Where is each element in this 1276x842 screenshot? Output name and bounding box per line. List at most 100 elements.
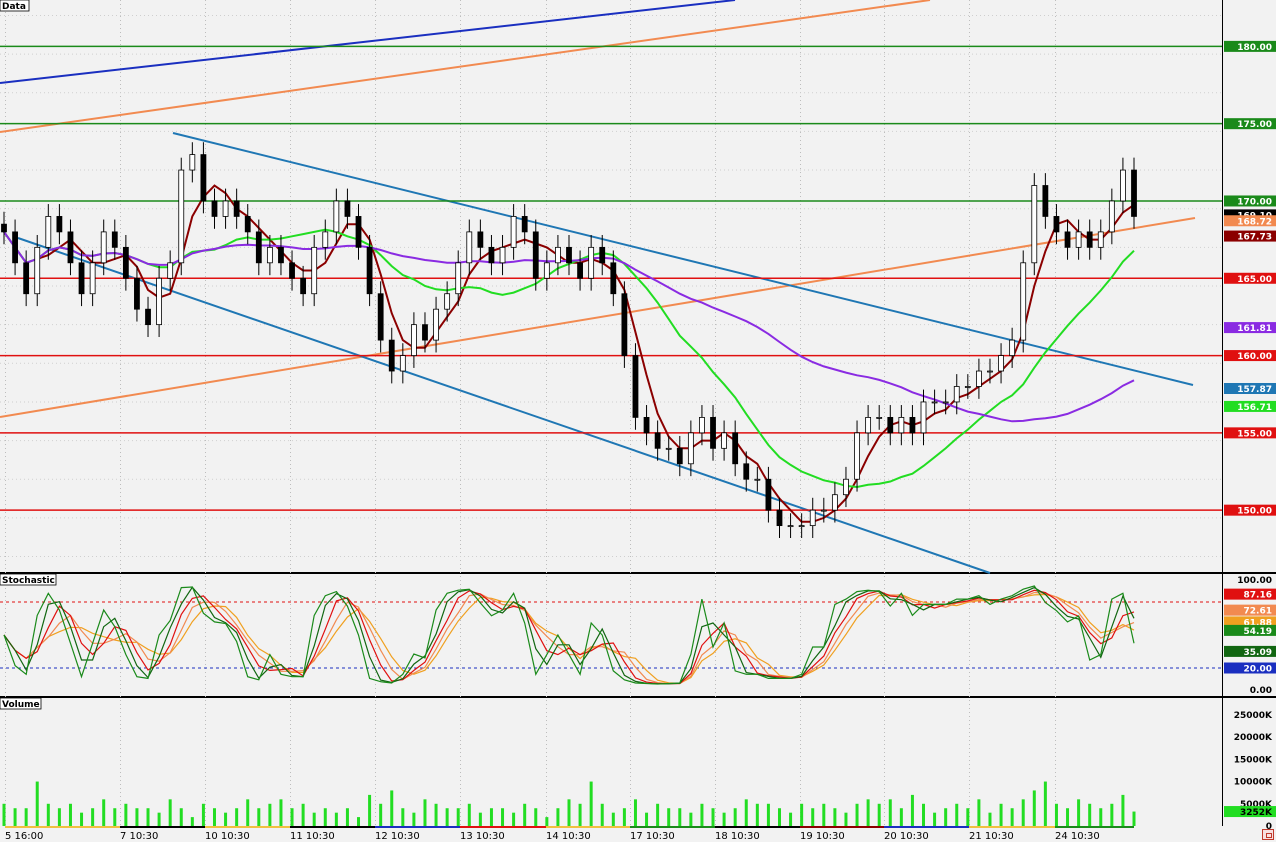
volume-bar bbox=[68, 803, 72, 826]
candle-body bbox=[244, 216, 251, 233]
value-tag-bg bbox=[1224, 400, 1276, 412]
volume-bar bbox=[157, 812, 161, 826]
price-level-tag: 180.00 bbox=[1237, 43, 1272, 53]
candle-body bbox=[1086, 231, 1093, 248]
candle-body bbox=[1020, 262, 1027, 341]
price-level-tag-bg bbox=[1224, 427, 1276, 439]
volume-tick: 10000K bbox=[1234, 778, 1273, 788]
volume-bar bbox=[922, 803, 926, 826]
value-tag-bg bbox=[1224, 215, 1276, 227]
volume-bar bbox=[401, 808, 405, 826]
candle-body bbox=[555, 246, 561, 264]
volume-bar bbox=[678, 808, 682, 826]
candle-body bbox=[654, 432, 661, 449]
candle-body bbox=[388, 339, 395, 372]
price-level-tag: 165.00 bbox=[1237, 275, 1272, 285]
price-level-tag: 160.00 bbox=[1237, 352, 1272, 362]
candle-body bbox=[45, 216, 52, 248]
volume-bar bbox=[423, 799, 427, 826]
candle-body bbox=[333, 200, 340, 233]
volume-bar bbox=[733, 808, 737, 826]
candle-body bbox=[510, 216, 517, 248]
candle-body bbox=[1120, 169, 1126, 202]
candle-body bbox=[189, 154, 196, 171]
volume-bar bbox=[578, 803, 582, 826]
time-label: 21 10:30 bbox=[969, 831, 1014, 842]
time-label: 7 10:30 bbox=[120, 831, 158, 842]
candle-body bbox=[278, 246, 284, 264]
candle-body bbox=[699, 417, 705, 434]
volume-bar bbox=[357, 817, 361, 826]
candle-body bbox=[987, 370, 993, 373]
price-level-tag: 170.00 bbox=[1237, 197, 1272, 207]
candle-body bbox=[266, 246, 273, 264]
value-tag: 156.71 bbox=[1237, 403, 1272, 413]
candle-body bbox=[67, 231, 74, 264]
candle-body bbox=[289, 262, 295, 279]
value-tag-bg bbox=[1224, 322, 1276, 334]
candle-body bbox=[89, 262, 96, 295]
maximize-icon[interactable] bbox=[1262, 829, 1274, 840]
volume-bar bbox=[977, 799, 981, 826]
volume-bar bbox=[1021, 799, 1025, 826]
volume-bar bbox=[102, 799, 106, 826]
time-label: 24 10:30 bbox=[1055, 831, 1100, 842]
volume-bar bbox=[190, 817, 194, 826]
candle-body bbox=[477, 231, 484, 248]
candle-body bbox=[145, 308, 151, 326]
volume-bar bbox=[955, 803, 959, 826]
candle-body bbox=[422, 324, 428, 341]
candle-body bbox=[78, 262, 85, 295]
volume-bar bbox=[379, 803, 383, 826]
volume-bar bbox=[501, 808, 505, 826]
candle-body bbox=[798, 525, 805, 528]
trendline-orange-lower bbox=[0, 217, 1196, 418]
volume-bar bbox=[1066, 808, 1070, 826]
plot-area bbox=[0, 0, 1222, 826]
candle-body bbox=[56, 216, 63, 233]
candle-body bbox=[34, 246, 41, 295]
candle-body bbox=[543, 262, 550, 279]
candle-body bbox=[444, 293, 451, 310]
candle-body bbox=[577, 262, 583, 279]
volume-bar bbox=[489, 808, 493, 826]
candle-body bbox=[134, 277, 140, 310]
volume-bar bbox=[268, 803, 272, 826]
candle-body bbox=[820, 509, 827, 512]
candle-body bbox=[676, 447, 683, 465]
volume-bar bbox=[456, 808, 460, 826]
volume-last-tag: 3252K bbox=[1240, 808, 1273, 818]
volume-bar bbox=[633, 799, 637, 826]
volume-bar bbox=[556, 808, 560, 826]
candle-body bbox=[621, 293, 628, 356]
volume-bar bbox=[523, 803, 527, 826]
time-label: 19 10:30 bbox=[800, 831, 845, 842]
value-tag: 167.73 bbox=[1237, 233, 1272, 243]
candle-body bbox=[211, 200, 218, 217]
volume-last-tag-bg bbox=[1224, 806, 1276, 818]
volume-bar bbox=[1043, 781, 1047, 826]
volume-bar bbox=[534, 808, 538, 826]
candle-body bbox=[433, 308, 439, 341]
volume-bar bbox=[478, 812, 482, 826]
volume-bar bbox=[645, 812, 649, 826]
candle-body bbox=[743, 463, 750, 480]
candle-body bbox=[1, 223, 7, 233]
volume-tick: 15000K bbox=[1234, 755, 1273, 765]
candle-body bbox=[754, 478, 761, 481]
value-tag: 157.87 bbox=[1237, 385, 1272, 395]
stochastic-tick: 100.00 bbox=[1237, 576, 1272, 586]
candle-body bbox=[787, 525, 794, 528]
volume-bar bbox=[334, 812, 338, 826]
volume-bar bbox=[1054, 803, 1058, 826]
volume-bar bbox=[80, 812, 84, 826]
candle-body bbox=[355, 216, 362, 248]
volume-bar bbox=[301, 803, 305, 826]
candle-body bbox=[1042, 185, 1049, 217]
candle-body bbox=[311, 246, 318, 295]
candle-body bbox=[876, 417, 883, 419]
candle-body bbox=[300, 277, 307, 295]
volume-bar bbox=[545, 817, 549, 826]
